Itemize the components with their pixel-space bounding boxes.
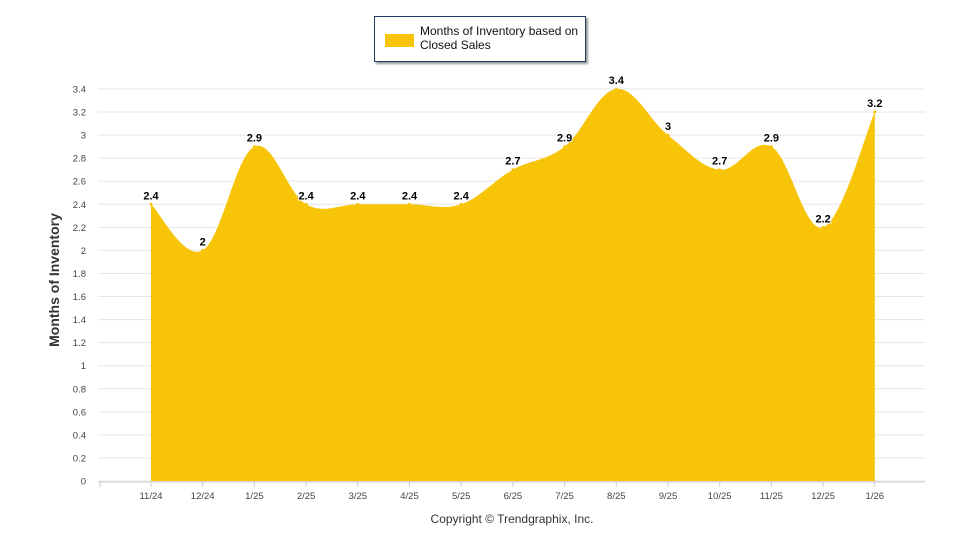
x-tick-label: 7/25	[555, 491, 574, 502]
data-point	[356, 202, 360, 206]
data-point	[459, 202, 463, 206]
data-label: 2.4	[350, 190, 366, 202]
y-tick-label: 3.2	[73, 108, 86, 119]
data-point	[614, 87, 618, 91]
y-tick-label: 2	[81, 246, 86, 257]
data-label: 2.4	[454, 190, 470, 202]
y-tick-label: 2.2	[73, 223, 86, 234]
data-label: 2.7	[712, 156, 727, 168]
y-tick-label: 1.8	[73, 269, 86, 280]
x-tick-label: 3/25	[349, 491, 368, 502]
x-tick-label: 8/25	[607, 491, 626, 502]
area-series	[151, 88, 875, 481]
y-tick-label: 3.4	[73, 85, 86, 96]
y-tick-label: 1	[81, 361, 86, 372]
x-tick-label: 1/26	[866, 491, 885, 502]
data-label: 3.2	[867, 98, 882, 110]
data-label: 3.4	[609, 75, 625, 87]
y-tick-label: 0.2	[73, 453, 86, 464]
y-tick-label: 2.8	[73, 154, 86, 165]
data-point	[201, 248, 205, 252]
data-point	[718, 168, 722, 172]
x-tick-label: 2/25	[297, 491, 316, 502]
y-tick-label: 3	[81, 131, 86, 142]
data-point	[666, 133, 670, 137]
y-tick-label: 1.6	[73, 292, 86, 303]
x-tick-label: 11/24	[139, 491, 162, 502]
data-label: 2.9	[247, 133, 262, 145]
data-label: 2	[200, 236, 206, 248]
data-label: 2.9	[764, 133, 779, 145]
data-point	[769, 145, 773, 149]
data-point	[563, 145, 567, 149]
x-tick-label: 9/25	[659, 491, 678, 502]
y-axis-title: Months of Inventory	[46, 213, 62, 347]
data-label: 2.9	[557, 133, 572, 145]
y-tick-label: 0.6	[73, 407, 86, 418]
legend-swatch	[385, 34, 414, 47]
data-label: 2.4	[402, 190, 418, 202]
x-tick-label: 11/25	[760, 491, 783, 502]
data-label: 2.4	[143, 190, 159, 202]
data-point	[304, 202, 308, 206]
data-point	[873, 110, 877, 114]
x-tick-label: 12/25	[811, 491, 835, 502]
data-label: 2.7	[505, 156, 520, 168]
y-tick-label: 0.4	[73, 430, 86, 441]
x-tick-label: 5/25	[452, 491, 471, 502]
data-label: 3	[665, 121, 671, 133]
y-tick-label: 2.4	[73, 200, 86, 211]
y-tick-label: 0.8	[73, 384, 86, 395]
legend: Months of Inventory based on Closed Sale…	[374, 16, 586, 62]
y-tick-label: 1.4	[73, 315, 86, 326]
data-point	[821, 225, 825, 229]
data-point	[511, 168, 515, 172]
x-tick-label: 4/25	[400, 491, 419, 502]
x-tick-label: 6/25	[504, 491, 523, 502]
y-tick-label: 1.2	[73, 338, 86, 349]
x-tick-label: 10/25	[708, 491, 732, 502]
data-label: 2.2	[815, 213, 830, 225]
data-point	[149, 202, 153, 206]
copyright: Copyright © Trendgraphix, Inc.	[430, 512, 594, 526]
y-tick-label: 0	[81, 477, 86, 488]
legend-label: Months of Inventory based on Closed Sale…	[420, 24, 579, 52]
x-tick-label: 1/25	[245, 491, 264, 502]
data-label: 2.4	[298, 190, 314, 202]
data-point	[252, 145, 256, 149]
y-tick-label: 2.6	[73, 177, 86, 188]
data-point	[408, 202, 411, 206]
x-tick-label: 12/24	[191, 491, 215, 502]
